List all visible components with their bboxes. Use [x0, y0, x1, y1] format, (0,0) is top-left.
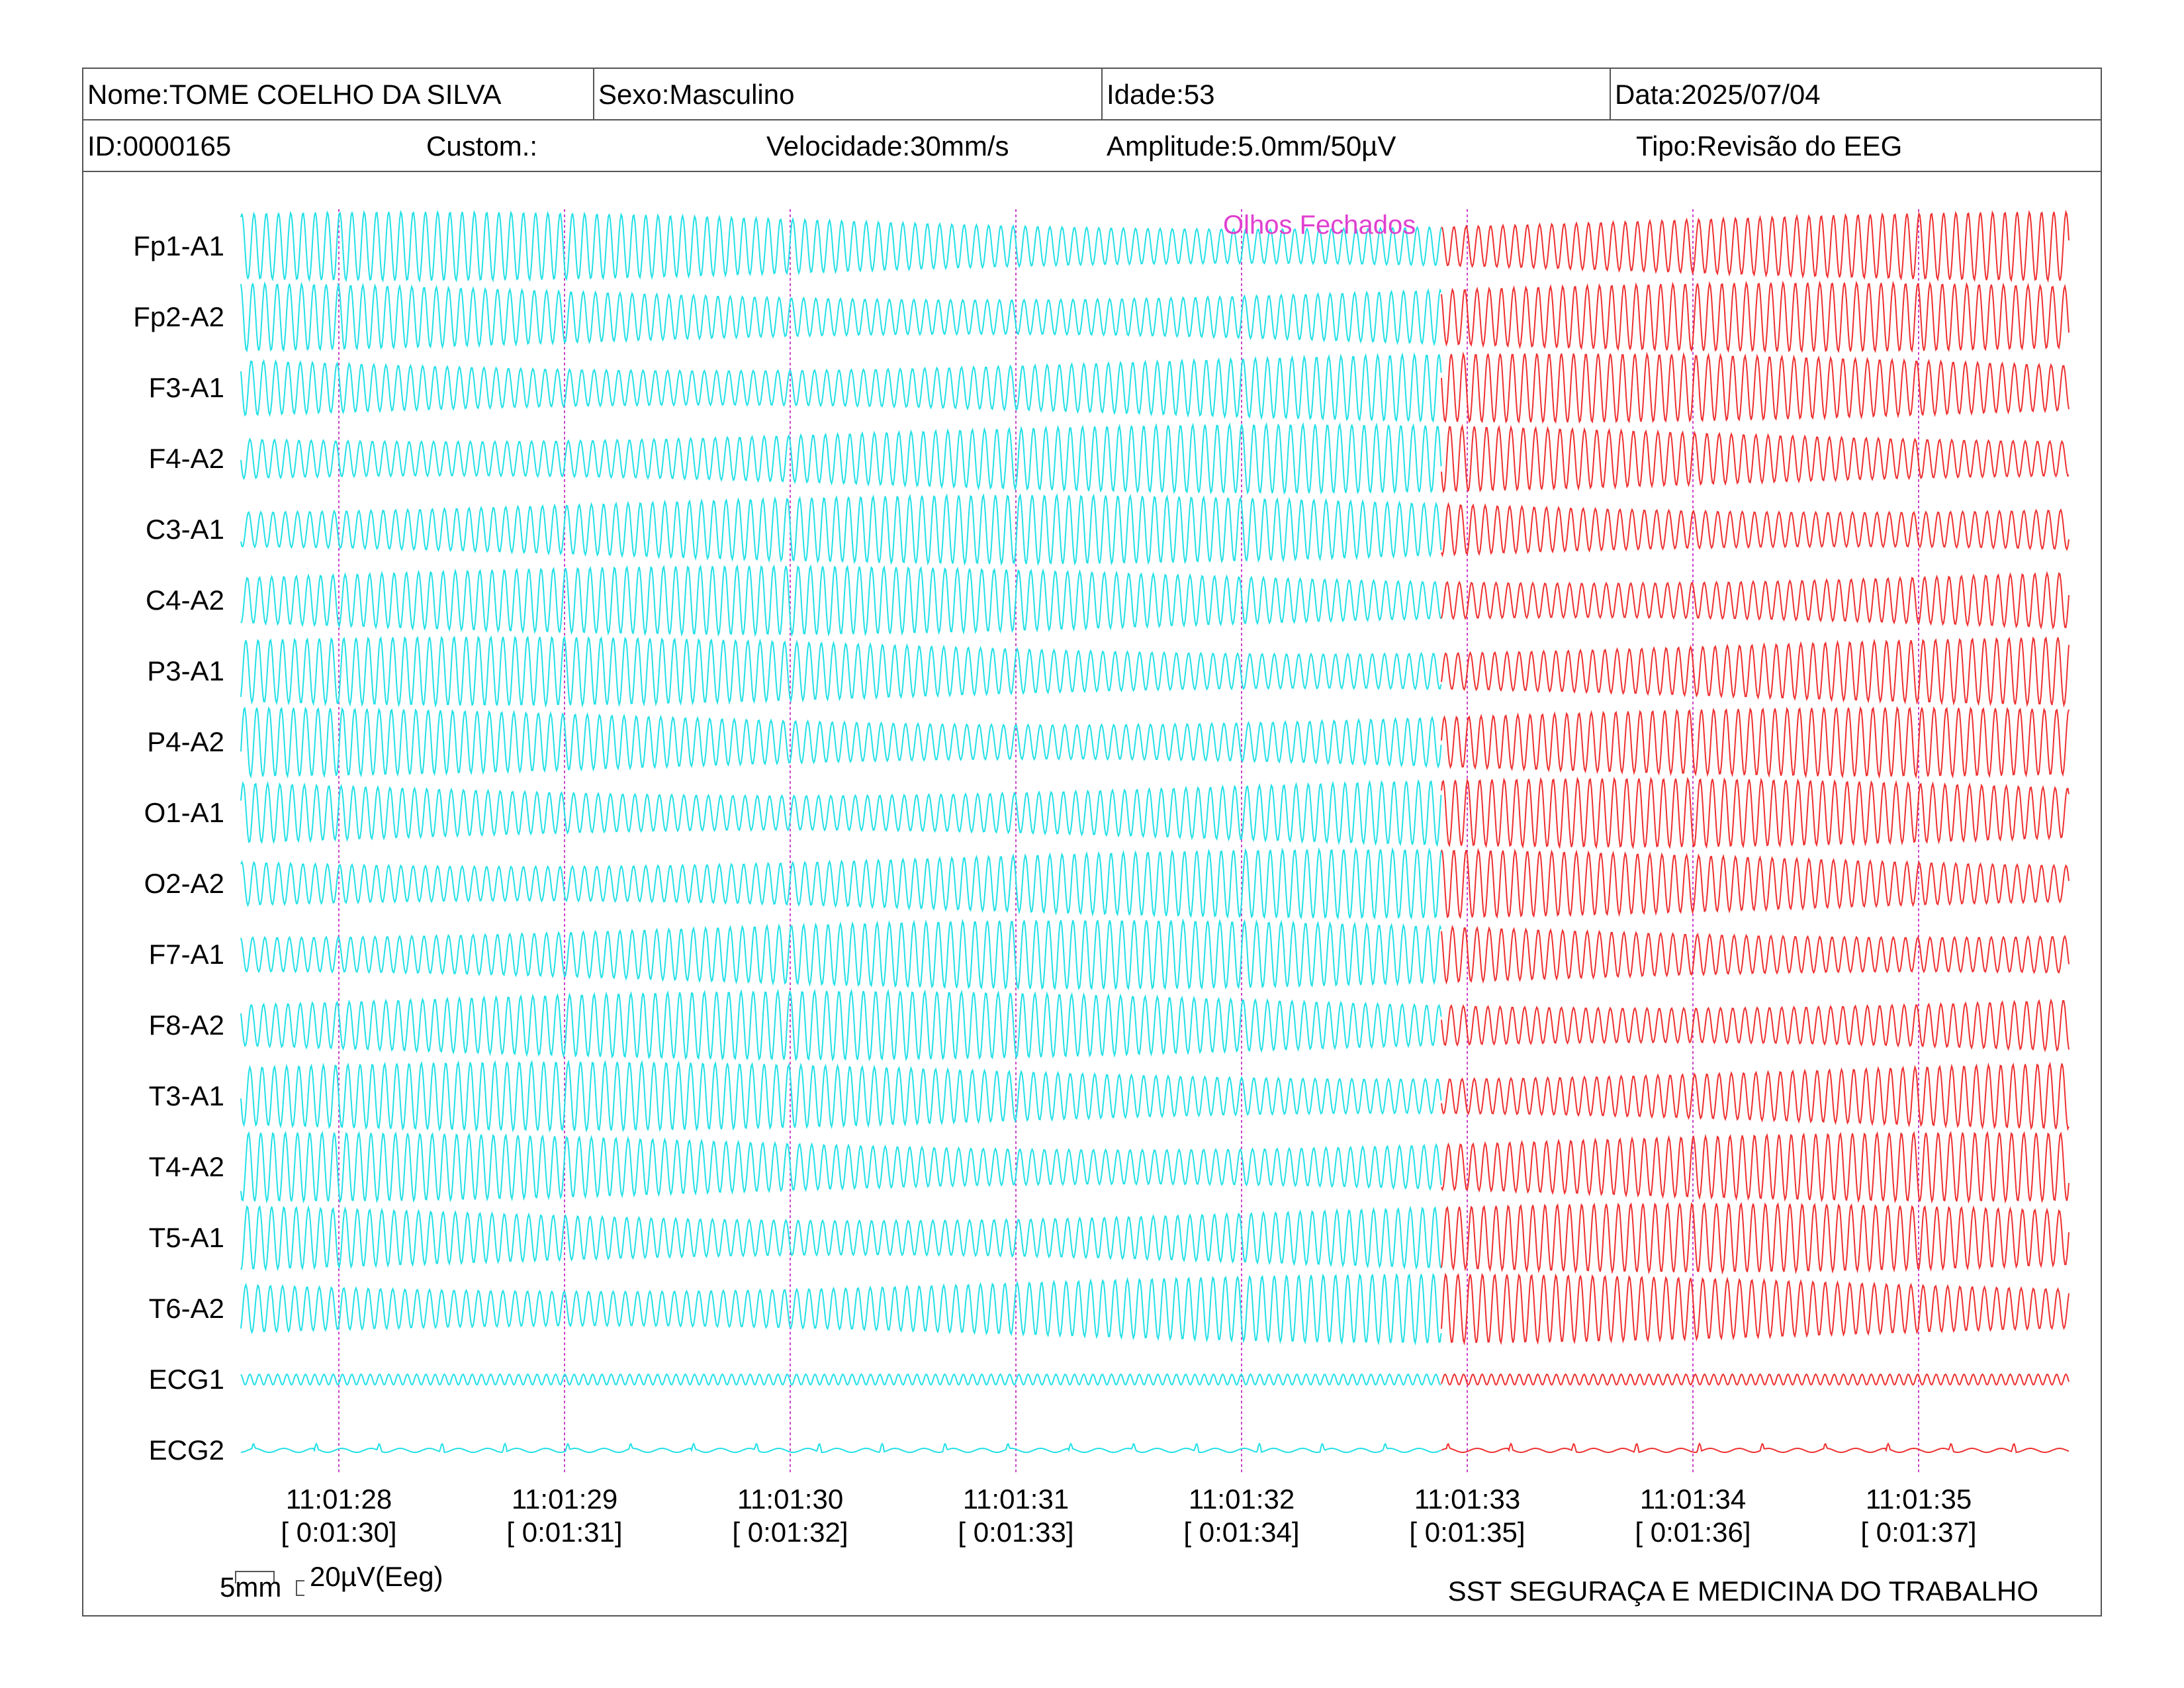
elapsed-time: [ 0:01:35]	[1409, 1517, 1525, 1548]
scale-mm-label: 5mm	[220, 1571, 282, 1603]
time-label: 11:01:29[ 0:01:31]	[478, 1483, 651, 1549]
channel-label: T3-A1	[148, 1080, 224, 1111]
scale-uv-label: 20µV(Eeg)	[310, 1561, 443, 1592]
elapsed-time: [ 0:01:33]	[958, 1517, 1074, 1548]
report-frame: Nome:TOME COELHO DA SILVA Sexo:Masculino…	[82, 68, 2102, 1617]
clinic-footer: SST SEGURAÇA E MEDICINA DO TRABALHO	[1447, 1575, 2038, 1607]
time-label: 11:01:35[ 0:01:37]	[1833, 1483, 2005, 1549]
channel-labels: Fp1-A1 Fp2-A2 F3-A1 F4-A2 C3-A1 C4-A2 P3-A1 P4-…	[82, 0, 224, 1688]
custom-field: Custom.:	[426, 130, 538, 162]
elapsed-time: [ 0:01:37]	[1860, 1517, 1977, 1548]
channel-label: F4-A2	[148, 443, 224, 474]
time-label: 11:01:34[ 0:01:36]	[1607, 1483, 1779, 1549]
elapsed-time: [ 0:01:34]	[1183, 1517, 1300, 1548]
speed-field: Velocidade:30mm/s	[766, 130, 1009, 162]
channel-label: F8-A2	[148, 1009, 224, 1041]
channel-label: C4-A2	[145, 585, 224, 616]
channel-label: T5-A1	[148, 1222, 224, 1253]
clock-time: 11:01:35	[1865, 1483, 1972, 1515]
clock-time: 11:01:32	[1188, 1483, 1295, 1515]
channel-label: O1-A1	[144, 797, 224, 828]
channel-label: Fp2-A2	[133, 301, 224, 332]
elapsed-time: [ 0:01:30]	[281, 1517, 397, 1548]
patient-id: ID:0000165	[87, 130, 232, 162]
clock-time: 11:01:29	[511, 1483, 618, 1515]
patient-name: Nome:TOME COELHO DA SILVA	[87, 79, 502, 110]
patient-age: Idade:53	[1101, 69, 1610, 119]
clock-time: 11:01:31	[962, 1483, 1069, 1515]
eyes-closed-annotation: Olhos Fechados	[1223, 211, 1416, 240]
channel-label: P4-A2	[147, 726, 224, 757]
time-label: 11:01:30[ 0:01:32]	[704, 1483, 876, 1549]
channel-label: P3-A1	[147, 655, 224, 686]
clock-time: 11:01:33	[1414, 1483, 1521, 1515]
channel-label: C3-A1	[145, 514, 224, 545]
time-label: 11:01:28[ 0:01:30]	[253, 1483, 425, 1549]
clock-time: 11:01:28	[285, 1483, 392, 1515]
channel-label: ECG2	[148, 1434, 224, 1466]
clock-time: 11:01:30	[737, 1483, 844, 1515]
amplitude-field: Amplitude:5.0mm/50µV	[1107, 130, 1396, 162]
record-date: Data:2025/07/04	[1610, 69, 2102, 119]
elapsed-time: [ 0:01:32]	[732, 1517, 848, 1548]
elapsed-time: [ 0:01:31]	[506, 1517, 623, 1548]
time-label: 11:01:31[ 0:01:33]	[930, 1483, 1102, 1549]
clock-time: 11:01:34	[1639, 1483, 1747, 1515]
time-label: 11:01:33[ 0:01:35]	[1381, 1483, 1553, 1549]
header-row-1: Nome:TOME COELHO DA SILVA Sexo:Masculino…	[83, 69, 2101, 120]
type-field: Tipo:Revisão do EEG	[1636, 130, 1903, 162]
channel-label: F3-A1	[148, 372, 224, 403]
header-row-2: ID:0000165 Custom.: Velocidade:30mm/s Am…	[83, 120, 2101, 172]
time-label: 11:01:32[ 0:01:34]	[1156, 1483, 1328, 1549]
channel-label: T6-A2	[148, 1293, 224, 1324]
channel-label: F7-A1	[148, 939, 224, 970]
channel-label: T4-A2	[148, 1151, 224, 1182]
elapsed-time: [ 0:01:36]	[1635, 1517, 1751, 1548]
channel-label: ECG1	[148, 1364, 224, 1395]
patient-sex: Sexo:Masculino	[593, 69, 1101, 119]
channel-label: Fp1-A1	[133, 230, 224, 261]
channel-label: O2-A2	[144, 868, 224, 899]
